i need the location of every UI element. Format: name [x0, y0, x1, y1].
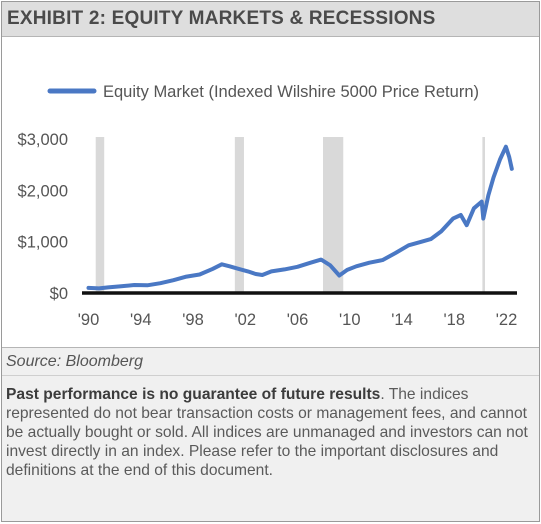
- divider: [2, 375, 539, 376]
- disclaimer-text: . The indices represented do not bear tr…: [6, 386, 528, 479]
- x-tick-label: '98: [182, 311, 204, 329]
- y-tick-label: $3,000: [18, 131, 68, 149]
- series-line: [86, 144, 514, 291]
- y-tick-label: $1,000: [18, 234, 68, 252]
- x-tick-label: '10: [339, 311, 361, 329]
- source-note: Source: Bloomberg: [6, 353, 143, 370]
- exhibit-title: EXHIBIT 2: EQUITY MARKETS & RECESSIONS: [2, 2, 539, 37]
- x-tick-label: '06: [287, 311, 309, 329]
- recession-band-3: [323, 137, 344, 293]
- disclaimer-bold: Past performance is no guarantee of futu…: [6, 386, 381, 403]
- recession-band-2: [234, 137, 244, 293]
- x-tick-label: '02: [235, 311, 257, 329]
- equity-chart: Equity Market (Indexed Wilshire 5000 Pri…: [18, 83, 518, 329]
- y-tick-label: $0: [50, 285, 68, 303]
- recession-band-1: [95, 137, 105, 293]
- x-tick-label: '22: [496, 311, 518, 329]
- x-tick-label: '90: [78, 311, 100, 329]
- x-tick-label: '14: [391, 311, 413, 329]
- legend-label: Equity Market (Indexed Wilshire 5000 Pri…: [103, 83, 479, 101]
- x-tick-label: '94: [130, 311, 152, 329]
- chart-area: Equity Market (Indexed Wilshire 5000 Pri…: [2, 37, 539, 348]
- disclaimer: Past performance is no guarantee of futu…: [6, 385, 534, 480]
- x-tick-label: '18: [444, 311, 466, 329]
- y-tick-label: $2,000: [18, 182, 68, 200]
